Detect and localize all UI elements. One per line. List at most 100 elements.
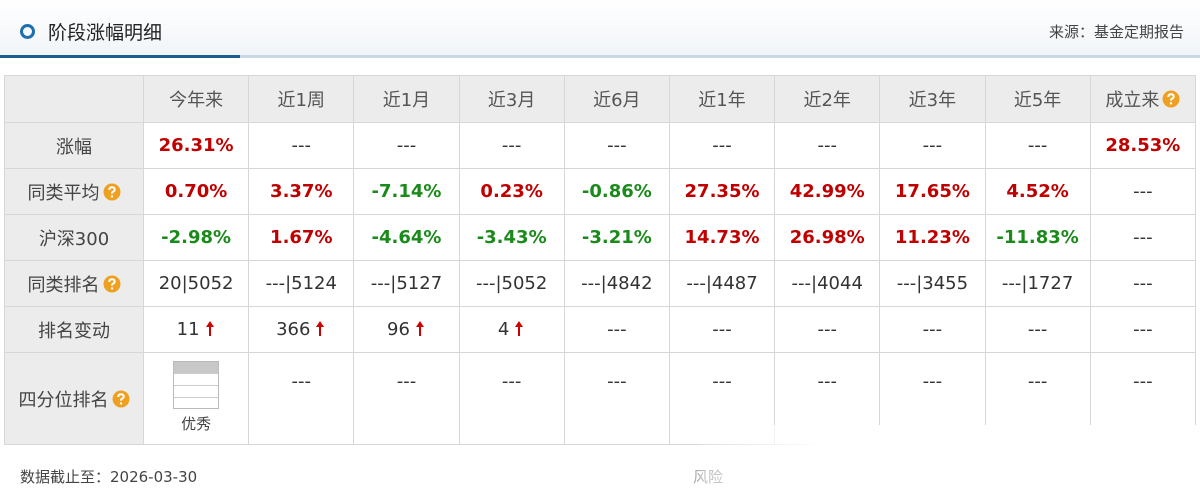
table-cell: 26.31%: [142, 122, 250, 169]
column-header: 近1周: [248, 75, 355, 123]
column-label: 近1年: [698, 90, 746, 111]
table-cell: ---: [879, 306, 986, 353]
row-label-cell: 排名变动: [4, 306, 144, 353]
cell-text: ---: [922, 319, 943, 340]
cell-text: 27.35%: [684, 181, 760, 202]
table-cell: ---: [563, 306, 670, 353]
table-cell: 4.52%: [984, 168, 1091, 215]
cell-text: ---: [712, 319, 732, 340]
row-label: 沪深300: [38, 228, 110, 250]
table-cell: ---: [248, 352, 355, 445]
header-icon: [20, 24, 35, 39]
column-header: 近1年: [668, 75, 776, 123]
table-cell: ---|5052: [458, 260, 565, 307]
cell-text: ---: [607, 371, 627, 392]
row-label-cell: 同类平均: [4, 168, 144, 215]
quartile-line: [174, 385, 219, 386]
cell-text: 4.52%: [1006, 181, 1069, 202]
table-cell: ---: [984, 306, 1091, 353]
help-icon[interactable]: [103, 183, 121, 201]
cell-text: 96: [387, 319, 410, 340]
table-row: 同类平均 0.70% 3.37% -7.14% 0.23% -0.86% 27.35% 42.…: [4, 168, 1197, 215]
cell-text: 1.67%: [270, 227, 333, 248]
cell-text: 0.23%: [480, 181, 543, 202]
up-arrow: [515, 321, 524, 336]
cell-text: -2.98%: [161, 227, 232, 248]
column-label: 近5年: [1013, 90, 1062, 111]
table-cell: ---: [668, 122, 776, 169]
title: 阶段涨幅明细: [48, 22, 163, 44]
cell-text: ---: [501, 135, 522, 156]
table-cell: ---: [984, 122, 1091, 169]
table-cell: ---|3455: [879, 260, 986, 307]
help-icon[interactable]: [1162, 90, 1180, 108]
column-header: 近2年: [774, 75, 881, 123]
table-cell: ---|5124: [248, 260, 355, 307]
table-cell: -7.14%: [353, 168, 460, 215]
column-label: 近1周: [277, 90, 325, 111]
cell-text: ---|4487: [686, 273, 758, 294]
cell-text: ---: [922, 371, 943, 392]
cell-text: ---|4044: [791, 273, 863, 294]
help-icon[interactable]: [112, 390, 130, 408]
column-label: 成立来: [1105, 90, 1160, 111]
column-header: 近1月: [353, 75, 460, 123]
table-cell: 14.73%: [668, 214, 776, 261]
up-arrow: [415, 321, 424, 336]
cell-text: -0.86%: [581, 181, 652, 202]
table-cell: ---|1727: [984, 260, 1091, 307]
cell-text: ---: [291, 371, 312, 392]
help-icon[interactable]: [103, 275, 121, 293]
cell-text: ---|5127: [370, 273, 443, 294]
table-cell: ---: [668, 306, 776, 353]
fade-overlay: [700, 425, 1200, 499]
table-cell: ---: [879, 122, 986, 169]
cell-text: -7.14%: [371, 181, 442, 202]
table-cell: -11.83%: [984, 214, 1091, 261]
cell-text: 17.65%: [894, 181, 970, 202]
cell-text: ---: [501, 371, 522, 392]
quartile-line: [174, 373, 219, 374]
cell-text: ---: [1133, 319, 1153, 340]
header-row: 今年来 近1周 近1月 近3月 近6月 近1年 近2年 近3年 近5年 成立来: [4, 75, 1197, 123]
cell-text: ---: [1027, 371, 1048, 392]
table-cell: ---|4044: [774, 260, 881, 307]
cell-text: 0.70%: [164, 181, 228, 202]
cell-text: ---: [291, 135, 312, 156]
table-cell: 优秀: [142, 352, 250, 445]
cell-text: ---|3455: [896, 273, 969, 294]
cell-text: 11.23%: [894, 227, 970, 248]
column-header: 近3年: [879, 75, 986, 123]
table-cell: 4: [458, 306, 565, 353]
cell-text: ---: [396, 371, 417, 392]
column-label: 近1月: [382, 90, 431, 111]
table-cell: ---|4842: [563, 260, 670, 307]
column-header: 今年来: [142, 75, 250, 123]
cell-text: ---: [1133, 227, 1153, 248]
cell-text: 26.31%: [158, 135, 234, 156]
column-header: 成立来: [1089, 75, 1197, 123]
cell-text: 11: [176, 319, 200, 340]
table-row: 四分位排名 优秀 --- --- --- --- --- --- --- --- ---: [4, 352, 1197, 445]
row-label-cell: 涨幅: [4, 122, 144, 169]
table-cell: 3.37%: [248, 168, 355, 215]
table-cell: 26.98%: [774, 214, 881, 261]
cell-text: -11.83%: [996, 227, 1079, 248]
cell-text: ---: [1133, 181, 1153, 202]
cell-text: ---: [712, 135, 732, 156]
cell-text: -3.43%: [476, 227, 547, 248]
table-cell: 0.23%: [458, 168, 565, 215]
table-cell: ---|4487: [668, 260, 776, 307]
column-label: 近3年: [908, 90, 957, 111]
cell-text: ---: [1027, 135, 1048, 156]
cell-text: 28.53%: [1105, 135, 1181, 156]
up-arrow: [205, 321, 214, 336]
table-cell: 96: [353, 306, 460, 353]
up-arrow: [316, 321, 325, 336]
cell-text: 20|5052: [158, 273, 234, 294]
cell-text: 366: [276, 319, 311, 340]
cell-text: ---: [1027, 319, 1048, 340]
table-cell: ---: [1089, 260, 1197, 307]
table-row: 涨幅 26.31% --- --- --- --- --- --- --- --- 28.53%: [4, 122, 1197, 169]
